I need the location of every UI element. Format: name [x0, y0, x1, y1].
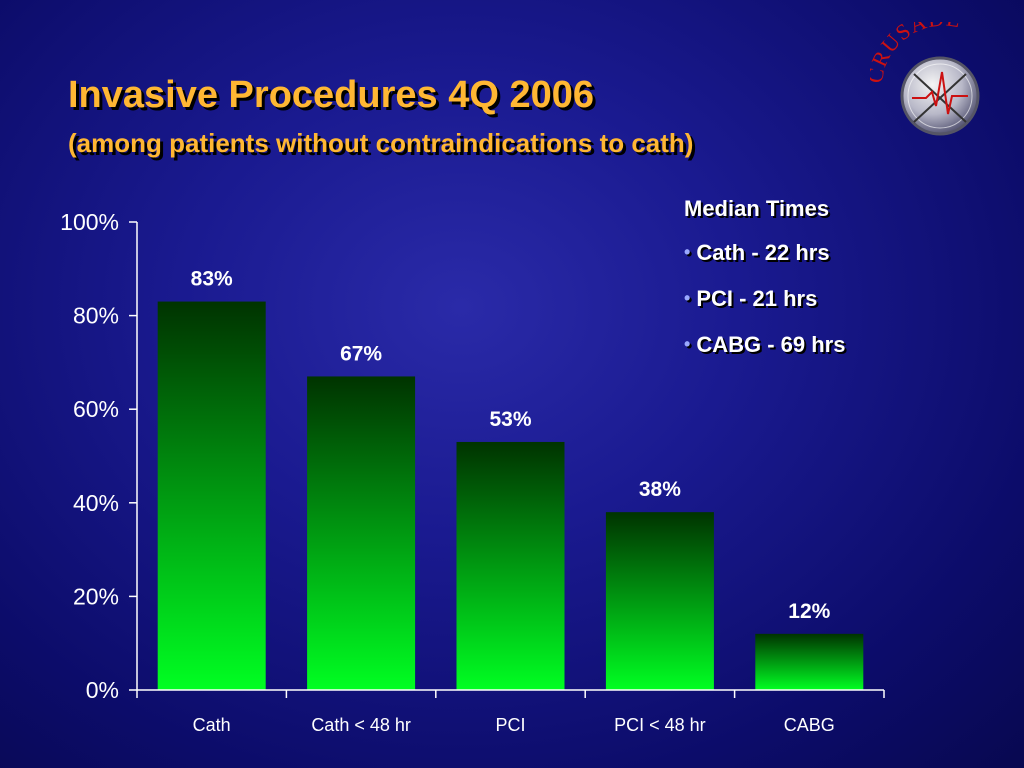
bullet-icon: •: [684, 242, 691, 262]
bar-value-label-2: 53%: [489, 408, 531, 431]
bar-0: [157, 301, 266, 690]
y-tick-label-2: 40%: [73, 490, 119, 516]
bar-2: [456, 441, 565, 690]
bar-3: [605, 512, 714, 690]
y-tick-label-4: 80%: [73, 303, 119, 329]
bar-value-label-3: 38%: [639, 478, 681, 501]
median-time-pci: • PCI - 21 hrs: [684, 286, 818, 311]
bar-value-label-1: 67%: [340, 342, 382, 365]
x-category-label-4: CABG: [784, 715, 835, 735]
x-category-label-3: PCI < 48 hr: [614, 715, 706, 735]
y-tick-label-3: 60%: [73, 396, 119, 422]
y-tick-label-0: 0%: [86, 677, 119, 703]
median-times-heading: Median Times: [684, 196, 830, 221]
median-time-cath: • Cath - 22 hrs: [684, 240, 830, 265]
x-category-label-1: Cath < 48 hr: [311, 715, 411, 735]
median-times-panel: Median Times • Cath - 22 hrs • PCI - 21 hr…: [684, 196, 845, 378]
x-category-label-2: PCI: [495, 715, 525, 735]
crusade-logo: CRUSADE: [870, 22, 980, 136]
y-tick-label-1: 20%: [73, 583, 119, 609]
bullet-icon: •: [684, 334, 691, 354]
median-times-list: • Cath - 22 hrs • PCI - 21 hrs • CABG - 69 …: [684, 240, 845, 358]
bullet-icon: •: [684, 288, 691, 308]
x-category-label-0: Cath: [193, 715, 231, 735]
median-time-cabg: • CABG - 69 hrs: [684, 332, 846, 357]
bar-4: [755, 633, 864, 690]
slide-subtitle: (among patients without contraindication…: [68, 128, 694, 158]
bar-value-label-4: 12%: [788, 600, 830, 623]
bar-value-label-0: 83%: [191, 268, 233, 291]
slide-title: Invasive Procedures 4Q 2006: [68, 74, 594, 116]
y-tick-label-5: 100%: [60, 209, 119, 235]
bar-1: [307, 376, 416, 690]
